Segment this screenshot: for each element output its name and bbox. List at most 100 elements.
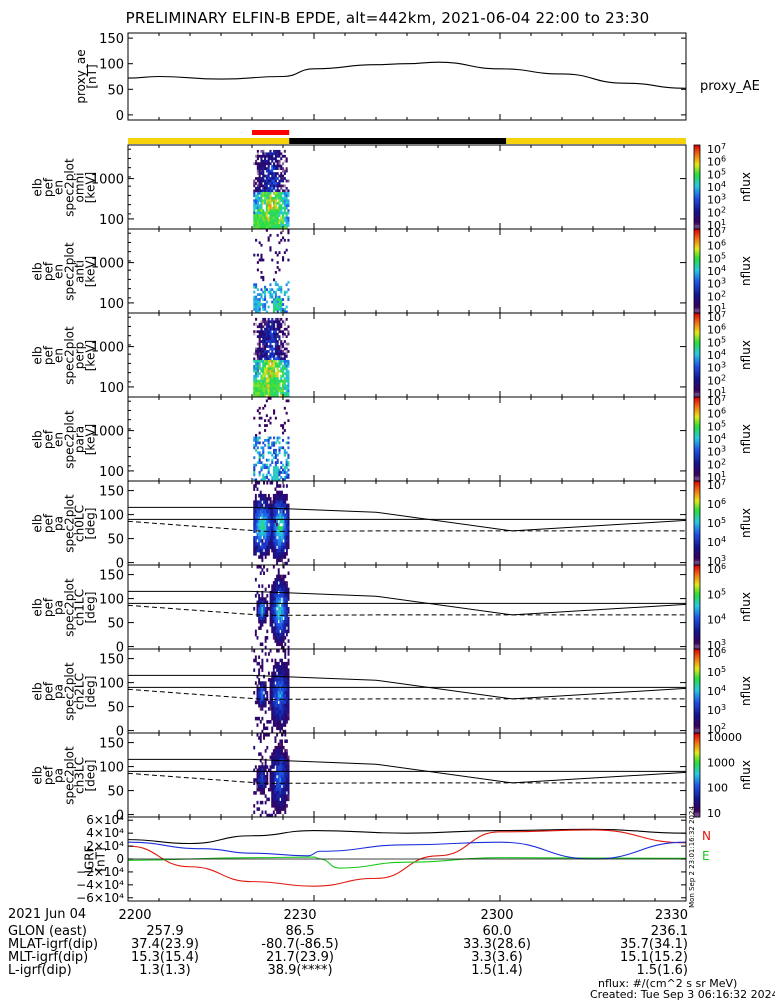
- spec2plot_omni-cell: [253, 201, 256, 205]
- colorbar-swatch: [694, 560, 700, 564]
- colorbar-swatch: [694, 193, 700, 196]
- spec2plot_ch1LC-cell: [271, 623, 274, 627]
- spec2plot_ch2LC-cell: [263, 684, 265, 689]
- colorbar-swatch: [694, 214, 700, 217]
- spec2plot_ch2LC-cell: [277, 668, 280, 672]
- spec2plot_ch3LC-cell: [261, 762, 264, 766]
- colorbar-swatch: [694, 418, 700, 421]
- spec2plot_ch3LC-cell: [285, 768, 288, 773]
- spec2plot_ch0LC-cell: [256, 481, 259, 485]
- spec2plot_omni-cell: [260, 191, 263, 195]
- spec2plot_ch2LC-cell: [258, 678, 261, 682]
- colorbar-swatch: [694, 239, 700, 242]
- spec2plot_perp-cell: [285, 379, 288, 383]
- igrf-ytick-label: −2×10⁴: [76, 865, 124, 879]
- spec2plot_ch0LC-cell: [274, 548, 277, 553]
- spec2plot_perp-cell: [282, 382, 285, 385]
- spec2plot_omni-cell: [267, 196, 270, 200]
- spec2plot_ch1LC-cell: [261, 623, 264, 627]
- spec2plot_omni-cell: [256, 201, 259, 205]
- spec2plot_ch1LC-cell: [276, 581, 279, 585]
- spec2plot_ch0LC-cell: [272, 497, 275, 501]
- spec2plot_perp-cell: [260, 392, 263, 395]
- spec2plot_ch0LC-cell: [266, 513, 269, 517]
- spec2plot_para-cell: [255, 439, 258, 442]
- spec2plot_omni-cell: [262, 172, 265, 175]
- spec2plot_omni-cell: [276, 172, 279, 175]
- spec2plot_ch0LC-cell: [282, 526, 285, 530]
- spec2plot_ch0LC-cell: [274, 545, 277, 550]
- spec2plot_omni-cell: [264, 174, 267, 178]
- spec2plot_anti-cell: [287, 231, 290, 235]
- colorbar-tick-label: 104: [707, 684, 726, 698]
- spec2plot_ch0LC-cell: [271, 539, 274, 543]
- spec2plot_ch0LC-cell: [263, 526, 265, 530]
- spec2plot_ch3LC-ytick-label: 50: [107, 785, 124, 800]
- spec2plot_perp-cell: [264, 372, 267, 376]
- spec2plot_ch1LC-cell: [264, 600, 267, 605]
- spec2plot_ch1LC-cell: [263, 603, 265, 608]
- spec2plot_perp-cell: [258, 330, 261, 334]
- spec2plot_perp-cell: [255, 379, 258, 383]
- spec2plot_ch3LC-cell: [276, 762, 279, 766]
- spec2plot_perp-cell: [273, 389, 276, 393]
- spec2plot_perp-cell: [278, 327, 281, 331]
- spec2plot_ch1LC-cell: [284, 642, 287, 647]
- spec2plot_ch1LC-cell: [276, 639, 279, 643]
- spec2plot_ch3LC-frame: [127, 732, 687, 818]
- spec2plot_para-cell: [273, 436, 276, 440]
- spec2plot_ch0LC-cell: [264, 510, 267, 514]
- spec2plot_anti-cell: [283, 308, 286, 311]
- spec2plot_anti-cell: [274, 295, 277, 299]
- spec2plot_perp-cell: [287, 342, 290, 346]
- spec2plot_ch0LC-cell: [274, 532, 277, 537]
- spec2plot_para-cell: [255, 478, 258, 482]
- spec2plot_ch0LC-cell: [285, 493, 288, 498]
- spec2plot_ch3LC-cell: [271, 771, 274, 776]
- spec2plot_omni-cell: [256, 164, 259, 168]
- spec2plot_para-cell: [276, 473, 279, 477]
- spec2plot_ch1LC-cell: [256, 636, 259, 640]
- spec2plot_para-cell: [278, 473, 281, 477]
- spec2plot_anti-cell: [265, 229, 268, 232]
- spec2plot_ch1LC-cell: [282, 610, 285, 614]
- colorbar-swatch: [694, 340, 700, 343]
- spec2plot_omni-cell: [256, 172, 259, 175]
- spec2plot_ch0LC-cell: [285, 542, 288, 546]
- spec2plot_ch0LC-cell: [272, 503, 275, 508]
- spec2plot_ch2LC-cell: [285, 684, 288, 689]
- spec2plot_perp-cell: [269, 394, 272, 398]
- colorbar-swatch: [694, 789, 700, 793]
- spec2plot_ch3LC-colorbar: [694, 733, 700, 818]
- colorbar-swatch: [694, 676, 700, 679]
- spec2plot_omni-cell: [256, 187, 259, 190]
- spec2plot_ch3LC-cell: [281, 752, 283, 756]
- spec2plot_omni-cell: [273, 201, 276, 205]
- spec2plot_para-cell: [258, 451, 261, 455]
- spec2plot_para-cell: [256, 461, 259, 465]
- spec2plot_ch3LC-cell: [271, 762, 274, 766]
- spec2plot_ch3LC-cell: [264, 778, 267, 782]
- spec2plot_perp-cell: [253, 332, 256, 336]
- spec2plot_anti-cell: [274, 251, 277, 255]
- spec2plot_ch0LC-loss-cone-line: [128, 506, 687, 532]
- spec2plot_ch3LC-cell: [263, 784, 265, 789]
- spec2plot_perp-cell: [255, 384, 258, 388]
- spec2plot_ch0LC-cell: [282, 484, 285, 488]
- spec2plot_perp-cell: [283, 332, 286, 336]
- spec2plot_perp-cell: [262, 389, 265, 393]
- spec2plot_ch1LC-cell: [272, 616, 275, 621]
- spec2plot_para-cell: [260, 466, 263, 469]
- spec2plot_para-cell: [258, 411, 261, 415]
- spec2plot_omni-cell: [283, 194, 286, 198]
- spec2plot_ch1LC-cell: [284, 629, 287, 634]
- spec2plot_ch0LC-cell: [279, 542, 282, 546]
- spec2plot_omni-cell: [256, 216, 259, 220]
- spec2plot_perp-cell: [282, 372, 285, 376]
- spec2plot_perp-cell: [264, 322, 267, 326]
- spec2plot_ch2LC-cell: [263, 687, 265, 692]
- spec2plot_perp-cell: [274, 377, 277, 381]
- spec2plot_omni-cell: [280, 221, 283, 225]
- spec2plot_ch0LC-cell: [261, 503, 264, 508]
- spec2plot_omni-cell: [258, 167, 261, 171]
